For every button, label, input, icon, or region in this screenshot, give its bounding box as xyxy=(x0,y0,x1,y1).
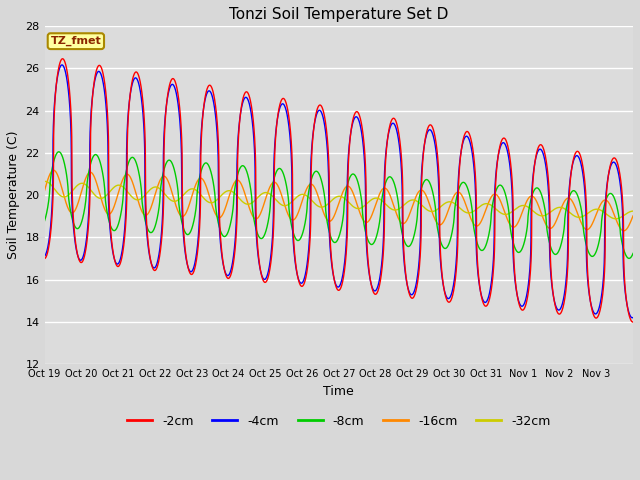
Text: TZ_fmet: TZ_fmet xyxy=(51,36,101,46)
X-axis label: Time: Time xyxy=(323,385,354,398)
Y-axis label: Soil Temperature (C): Soil Temperature (C) xyxy=(7,131,20,259)
Title: Tonzi Soil Temperature Set D: Tonzi Soil Temperature Set D xyxy=(229,7,449,22)
Legend: -2cm, -4cm, -8cm, -16cm, -32cm: -2cm, -4cm, -8cm, -16cm, -32cm xyxy=(122,409,556,432)
